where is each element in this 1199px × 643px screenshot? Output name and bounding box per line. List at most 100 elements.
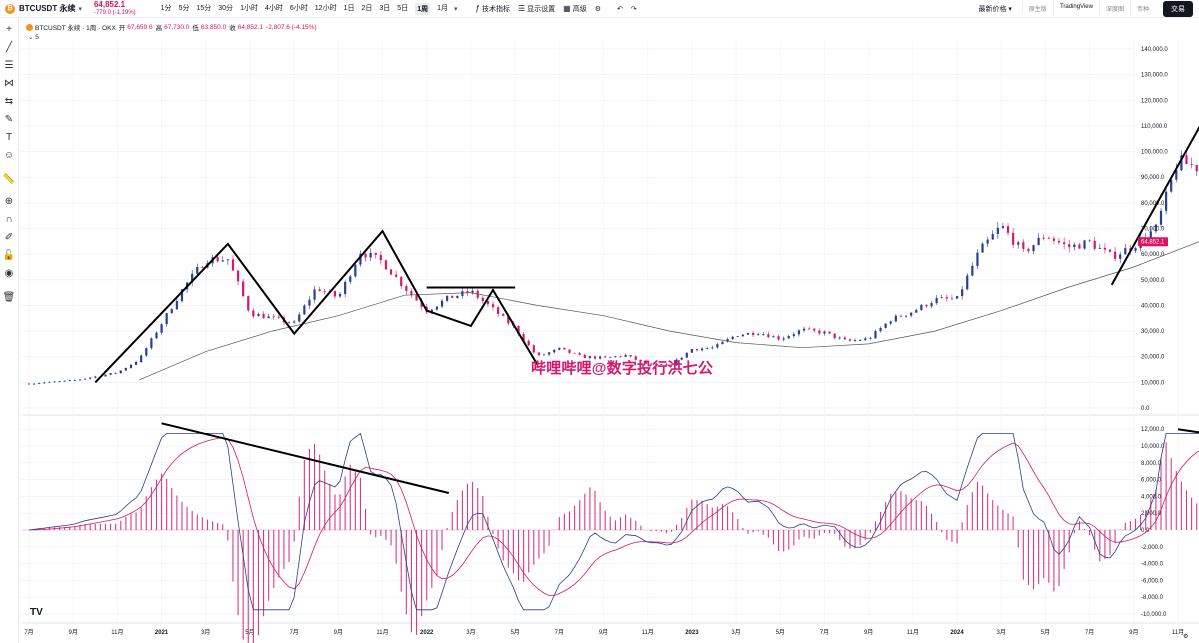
timeframe-4[interactable]: 1小时 (240, 4, 258, 12)
candle-body (1052, 238, 1056, 241)
price-tick-label: 30,000.0 (1141, 329, 1165, 335)
timeframe-11[interactable]: 5日 (397, 4, 409, 12)
time-tick-label: 11月 (642, 629, 654, 636)
timeframe-5[interactable]: 4小时 (264, 4, 283, 12)
candle-body (649, 363, 653, 365)
candle-body (787, 336, 790, 339)
time-tick-label: 2022 (420, 630, 434, 636)
tool-button-2[interactable]: ▦ 高级 (563, 4, 587, 14)
top-toolbar: ₿ BTCUSDT 永续 ▾ 64,852.1 -779.0 (-1.19%) … (0, 0, 1199, 18)
candle-body (420, 300, 423, 307)
tool-button-0[interactable]: ƒ 技术指标 (476, 4, 510, 14)
candle-body (925, 304, 928, 307)
candle-body (267, 316, 270, 319)
candle-body (1170, 179, 1173, 192)
time-tick-label: 9月 (334, 629, 343, 636)
time-tick-label: 9月 (864, 629, 873, 636)
timeframe-6[interactable]: 6小时 (289, 4, 308, 12)
timeframe-1[interactable]: 5分 (178, 4, 190, 12)
lock-draw-icon[interactable]: ✐ (4, 232, 14, 243)
candle-body (864, 338, 867, 341)
candle-body (1032, 245, 1035, 252)
chevron-down-icon[interactable]: ▾ (78, 5, 82, 13)
candle-body (614, 356, 617, 358)
timeframe-12[interactable]: 1周 (415, 2, 431, 15)
view-tab-1[interactable]: TradingView (1052, 2, 1099, 15)
macd-tick-label: 12,000.0 (1141, 427, 1165, 433)
trade-button[interactable]: 交易 (1163, 0, 1193, 17)
magnet-icon[interactable]: ∩ (5, 214, 13, 225)
lock-icon[interactable]: 🔓 (2, 250, 16, 261)
candle-body (140, 355, 143, 363)
candle-body (400, 276, 403, 287)
timeframe-8[interactable]: 1日 (343, 4, 355, 12)
candle-body (272, 316, 275, 318)
timeframe-2[interactable]: 15分 (196, 4, 212, 12)
candle-body (894, 315, 897, 322)
view-tab-2[interactable]: 深度图 (1098, 2, 1130, 15)
timeframe-3[interactable]: 30分 (218, 4, 234, 12)
brush-icon[interactable]: ✎ (4, 114, 14, 125)
timeframe-10[interactable]: 3日 (379, 4, 391, 12)
tool-button-1[interactable]: ☰ 显示设置 (518, 4, 555, 14)
timeframe-13[interactable]: 1月 (437, 4, 449, 12)
timeframe-0[interactable]: 1分 (160, 4, 172, 12)
price-tick-label: 40,000.0 (1141, 303, 1165, 309)
fib-icon[interactable]: ☰ (4, 60, 14, 71)
time-tick-label: 11月 (111, 629, 123, 636)
candle-body (293, 321, 296, 323)
redo-icon[interactable]: ↷ (630, 5, 637, 13)
candle-body (1093, 240, 1096, 249)
price-change: -779.0 (-1.19%) (93, 9, 136, 16)
candle-body (838, 337, 841, 339)
timeframe-bar: 1分 5分 15分 30分 1小时 4小时 6小时 12小时 1日 2日 3日 5日 1周 1月 (154, 2, 449, 15)
trendline-icon[interactable]: ╱ (5, 42, 13, 53)
undo-icon[interactable]: ↶ (617, 5, 623, 13)
symbol-selector[interactable]: BTCUSDT 永续 (19, 4, 76, 13)
forecast-icon[interactable]: ⇆ (4, 96, 14, 107)
candle-body (634, 356, 637, 360)
candle-body (751, 332, 755, 336)
candle-body (129, 364, 133, 368)
timeframe-9[interactable]: 2日 (361, 4, 373, 12)
axis-settings-icon[interactable]: ⚙ (1183, 633, 1188, 640)
candle-body (639, 359, 642, 361)
legend-close: 64,852.1 (237, 23, 264, 31)
candle-body (313, 289, 316, 300)
candle-body (155, 332, 158, 339)
timeframe-7[interactable]: 12小时 (314, 4, 337, 12)
emoji-icon[interactable]: ☺ (3, 150, 15, 161)
view-tab-3[interactable]: 币种 (1129, 2, 1155, 15)
ruler-icon[interactable]: 📏 (2, 174, 16, 185)
candle-body (369, 252, 372, 258)
candle-body (991, 233, 994, 240)
indicator-legend[interactable]: ⌄ 5 (28, 34, 39, 41)
macd-tick-label: 4,000.0 (1141, 494, 1162, 500)
candle-body (252, 310, 255, 317)
time-tick-label: 7月 (289, 629, 298, 636)
price-tick-label: 140,000.0 (1141, 47, 1168, 53)
display-icon: ☰ (517, 4, 526, 13)
price-tick-label: 60,000.0 (1141, 252, 1165, 258)
timeframe-more-icon[interactable]: ▾ (454, 5, 458, 13)
candle-body (231, 259, 235, 271)
text-icon[interactable]: T (5, 132, 13, 143)
trash-icon[interactable]: 🗑 (2, 292, 16, 303)
drawing-sidebar: + ╱ ☰ ⋈ ⇆ ✎ T ☺ 📏 ⊕ ∩ ✐ 🔓 ◉ 🗑 (0, 18, 19, 643)
view-tab-0[interactable]: 原生版 (1021, 2, 1053, 15)
eye-icon[interactable]: ◉ (4, 268, 14, 279)
candle-body (1108, 249, 1112, 252)
candle-body (1063, 242, 1066, 245)
candle-body (548, 352, 551, 355)
crosshair-icon[interactable]: + (6, 24, 12, 35)
zoom-icon[interactable]: ⊕ (4, 196, 14, 207)
pattern-icon[interactable]: ⋈ (4, 78, 14, 89)
settings-icon[interactable]: ⚙ (594, 5, 601, 13)
time-tick-label: 7月 (1085, 629, 1094, 636)
price-mode-select[interactable]: 最新价格 ▾ (978, 5, 1012, 13)
legend-change: -2,807.6 (-4.15%) (266, 23, 317, 31)
candle-body (741, 334, 744, 337)
candle-body (196, 267, 199, 274)
price-tick-label: 110,000.0 (1141, 124, 1168, 130)
